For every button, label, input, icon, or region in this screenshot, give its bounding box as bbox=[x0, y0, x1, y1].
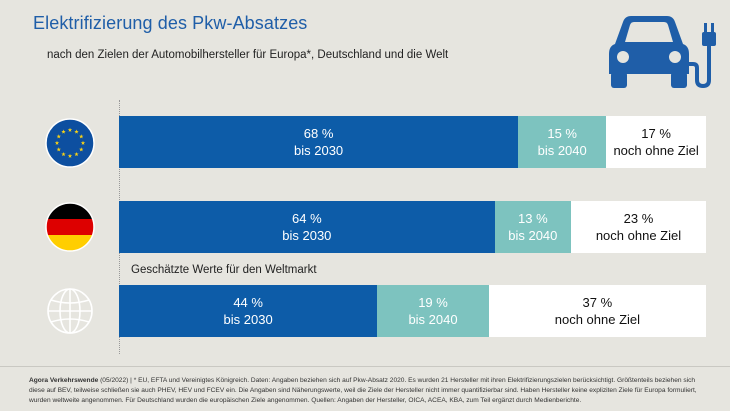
germany-flag-icon bbox=[45, 202, 95, 252]
electric-car-charging-icon bbox=[609, 16, 716, 89]
data-label-series: noch ohne Ziel bbox=[613, 143, 699, 158]
data-label-value: 17 % bbox=[641, 126, 671, 141]
eu-star-icon bbox=[67, 127, 73, 132]
bar-segment-bis-2040: 15 % bis 2040 bbox=[518, 116, 607, 168]
footer-text: (05/2022) | * EU, EFTA und Vereinigtes K… bbox=[29, 377, 697, 404]
eu-star-icon bbox=[67, 153, 73, 158]
page-subtitle: nach den Zielen der Automobilhersteller … bbox=[47, 49, 449, 61]
data-label-value: 37 % bbox=[582, 295, 613, 310]
data-label-series: noch ohne Ziel bbox=[554, 312, 641, 327]
data-label-value: 68 % bbox=[303, 126, 334, 141]
page-title: Elektrifizierung des Pkw-Absatzes bbox=[33, 13, 308, 33]
bar-segment-bis-2030: 68 % bis 2030 bbox=[119, 116, 519, 168]
globe-icon bbox=[47, 288, 93, 334]
data-label-value: 19 % bbox=[418, 295, 448, 310]
footer-note: Agora Verkehrswende (05/2022) | * EU, EF… bbox=[29, 376, 709, 406]
data-label-series: bis 2040 bbox=[508, 228, 558, 243]
eu-star-icon bbox=[79, 134, 84, 139]
data-label-value: 23 % bbox=[623, 211, 654, 226]
data-label-value: 44 % bbox=[233, 295, 263, 310]
bar-segment-bis-2030: 64 % bis 2030 bbox=[119, 201, 495, 253]
data-label-series: bis 2030 bbox=[282, 228, 332, 243]
data-label-series: noch ohne Ziel bbox=[595, 228, 682, 243]
footer-divider bbox=[0, 366, 730, 367]
data-label-value: 13 % bbox=[518, 211, 548, 226]
data-label-series: bis 2040 bbox=[408, 312, 458, 327]
eu-star-icon bbox=[74, 151, 79, 157]
bar-segment-ohne-ziel: 17 % noch ohne Ziel bbox=[606, 116, 706, 168]
bar-segment-bis-2040: 13 % bis 2040 bbox=[494, 201, 571, 253]
eu-star-icon bbox=[56, 147, 61, 152]
eu-star-icon bbox=[74, 129, 79, 134]
bar-segment-bis-2030: 44 % bis 2030 bbox=[119, 285, 378, 337]
eu-star-icon bbox=[56, 134, 61, 139]
bar-row-europa: 68 % bis 2030 15 % bis 2040 17 % noch oh… bbox=[119, 116, 706, 168]
data-label-value: 15 % bbox=[547, 126, 577, 141]
data-label-series: bis 2040 bbox=[537, 143, 587, 158]
data-label-series: bis 2030 bbox=[223, 312, 273, 327]
eu-star-icon bbox=[61, 151, 66, 157]
eu-star-icon bbox=[54, 140, 60, 145]
bar-row-welt: 44 % bis 2030 19 % bis 2040 37 % noch oh… bbox=[119, 285, 706, 337]
footer-source: Agora Verkehrswende bbox=[29, 377, 99, 384]
data-label-series: bis 2030 bbox=[294, 143, 344, 158]
bar-segment-bis-2040: 19 % bis 2040 bbox=[377, 285, 489, 337]
bar-segment-ohne-ziel: 23 % noch ohne Ziel bbox=[570, 201, 706, 253]
bar-segment-ohne-ziel: 37 % noch ohne Ziel bbox=[488, 285, 706, 337]
eu-star-icon bbox=[80, 140, 86, 145]
eu-star-icon bbox=[61, 129, 66, 134]
world-market-note: Geschätzte Werte für den Weltmarkt bbox=[131, 264, 317, 276]
eu-star-icon bbox=[79, 147, 84, 152]
data-label-value: 64 % bbox=[292, 211, 322, 226]
eu-flag-icon bbox=[45, 118, 95, 168]
bar-row-deutschland: 64 % bis 2030 13 % bis 2040 23 % noch oh… bbox=[119, 201, 706, 253]
